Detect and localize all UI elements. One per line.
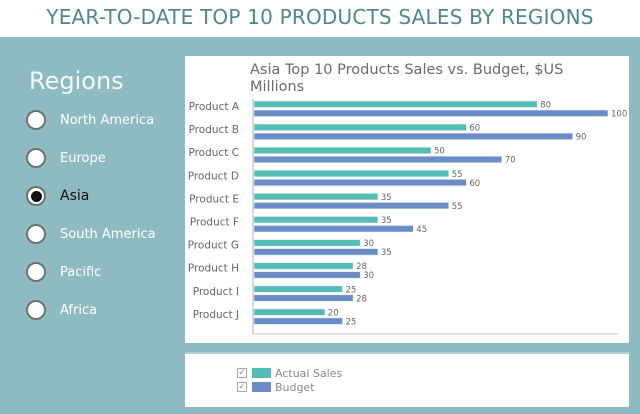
bar-value-label: 20	[328, 308, 339, 318]
regions-panel: Regions North America Europe Asia South Ame…	[0, 37, 185, 414]
bar-actual-sales	[253, 100, 538, 108]
bar-budget	[253, 317, 343, 325]
bar-budget	[253, 155, 503, 163]
radio-button[interactable]	[26, 300, 46, 320]
category-tick-label: Product I	[193, 286, 239, 298]
legend-item-budget[interactable]: ✓ Budget	[237, 380, 315, 394]
bar-actual-sales	[253, 239, 361, 247]
region-label: Africa	[60, 302, 98, 318]
bar-actual-sales	[253, 170, 449, 178]
bar-actual-sales	[253, 262, 354, 270]
bar-actual-sales	[253, 193, 379, 201]
dashboard-panel: Regions North America Europe Asia South Ame…	[0, 37, 640, 414]
legend-panel: ✓ Actual Sales ✓ Budget	[185, 352, 629, 407]
bar-actual-sales	[253, 123, 467, 131]
category-tick-label: Product D	[188, 170, 239, 182]
category-tick-label: Product B	[189, 124, 239, 136]
radio-button[interactable]	[26, 224, 46, 244]
region-label: North America	[60, 112, 155, 128]
bar-value-label: 35	[381, 193, 392, 203]
bar-chart: Product A 80 100 Product B 60 90 Product C 50 70…	[188, 99, 627, 335]
category-tick-label: Product G	[188, 240, 239, 252]
page-title: YEAR-TO-DATE TOP 10 PRODUCTS SALES BY RE…	[46, 5, 594, 29]
bar-value-label: 70	[505, 156, 516, 166]
bar-value-label: 25	[346, 285, 357, 295]
chart-panel: Asia Top 10 Products Sales vs. Budget, $…	[185, 56, 629, 343]
radio-button[interactable]	[26, 110, 46, 130]
category-tick-label: Product J	[193, 309, 239, 321]
category-tick-label: Product A	[189, 101, 240, 113]
legend-item-actual-sales[interactable]: ✓ Actual Sales	[237, 366, 342, 380]
category-tick-label: Product H	[188, 263, 239, 275]
bar-value-label: 50	[434, 147, 445, 157]
legend-swatch	[252, 368, 271, 378]
radio-button[interactable]	[26, 262, 46, 282]
legend-swatch	[252, 382, 271, 392]
bar-budget	[253, 202, 449, 210]
bar-value-label: 35	[381, 216, 392, 226]
region-option-pacific[interactable]: Pacific	[26, 259, 101, 285]
bar-actual-sales	[253, 308, 326, 316]
bar-value-label: 80	[540, 101, 551, 111]
category-tick-label: Product C	[188, 147, 239, 159]
legend-checkbox[interactable]: ✓	[237, 382, 247, 392]
radio-button[interactable]	[26, 186, 46, 206]
region-option-europe[interactable]: Europe	[26, 145, 106, 171]
region-label: South America	[60, 226, 156, 242]
bar-budget	[253, 248, 379, 256]
region-option-asia[interactable]: Asia	[26, 183, 89, 209]
bar-value-label: 45	[416, 225, 427, 235]
bar-value-label: 90	[576, 133, 587, 143]
bar-value-label: 30	[363, 239, 374, 249]
bar-value-label: 35	[381, 248, 392, 258]
category-tick-label: Product F	[190, 217, 239, 229]
bar-actual-sales	[253, 146, 432, 154]
bar-value-label: 28	[356, 294, 367, 304]
region-label: Asia	[60, 188, 90, 204]
bar-budget	[253, 132, 573, 140]
region-option-north-america[interactable]: North America	[26, 107, 154, 133]
bar-budget	[253, 294, 354, 302]
region-label: Pacific	[60, 264, 102, 280]
radio-selected-dot	[30, 190, 42, 202]
bar-value-label: 100	[611, 110, 627, 120]
bar-value-label: 30	[363, 271, 374, 281]
bar-actual-sales	[253, 285, 343, 293]
bar-budget	[253, 109, 609, 117]
bar-value-label: 55	[452, 202, 463, 212]
bar-value-label: 60	[469, 179, 480, 189]
regions-title: Regions	[29, 67, 124, 95]
chart-title: Asia Top 10 Products Sales vs. Budget, $…	[250, 62, 564, 95]
bar-value-label: 55	[452, 170, 463, 180]
region-option-africa[interactable]: Africa	[26, 297, 97, 323]
region-option-south-america[interactable]: South America	[26, 221, 156, 247]
bar-value-label: 25	[346, 317, 357, 327]
bar-actual-sales	[253, 216, 379, 224]
legend-checkbox[interactable]: ✓	[237, 368, 247, 378]
region-label: Europe	[60, 150, 106, 166]
legend-label: Budget	[275, 380, 315, 394]
bar-budget	[253, 271, 361, 279]
radio-button[interactable]	[26, 148, 46, 168]
bar-budget	[253, 225, 414, 233]
category-tick-label: Product E	[189, 193, 239, 205]
bar-value-label: 60	[469, 124, 480, 134]
bar-budget	[253, 179, 467, 187]
legend-label: Actual Sales	[275, 366, 343, 380]
bar-value-label: 28	[356, 262, 367, 272]
